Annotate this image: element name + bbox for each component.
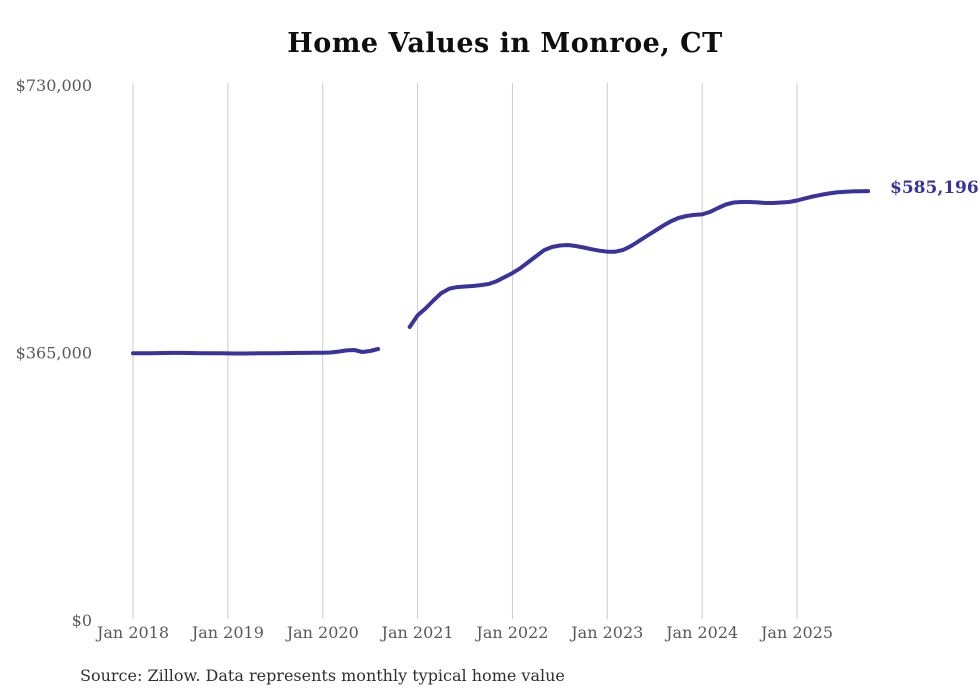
y-axis-labels-group: $0 $365,000 $730,000 <box>16 76 92 630</box>
x-axis-tick-label: Jan 2024 <box>664 623 738 642</box>
gridlines-group <box>132 83 798 619</box>
source-note: Source: Zillow. Data represents monthly … <box>80 666 565 685</box>
x-axis-tick-label: Jan 2023 <box>569 623 643 642</box>
x-axis-tick-label: Jan 2020 <box>285 623 359 642</box>
chart-title: Home Values in Monroe, CT <box>287 28 723 59</box>
x-axis-tick-label: Jan 2019 <box>190 623 264 642</box>
x-axis-tick-label: Jan 2022 <box>474 623 548 642</box>
y-axis-tick-label: $730,000 <box>16 76 92 95</box>
x-axis-labels-group: Jan 2018 Jan 2019 Jan 2020 Jan 2021 Jan 2022… <box>95 623 833 642</box>
value-line <box>131 189 871 356</box>
x-axis-tick-label: Jan 2025 <box>759 623 833 642</box>
x-axis-tick-label: Jan 2018 <box>95 623 169 642</box>
value-line-group <box>131 189 871 356</box>
y-axis-tick-label: $0 <box>72 611 92 630</box>
x-axis-tick-label: Jan 2021 <box>380 623 454 642</box>
y-axis-tick-label: $365,000 <box>16 344 92 363</box>
line-end-value-label: $585,196 <box>890 178 979 198</box>
